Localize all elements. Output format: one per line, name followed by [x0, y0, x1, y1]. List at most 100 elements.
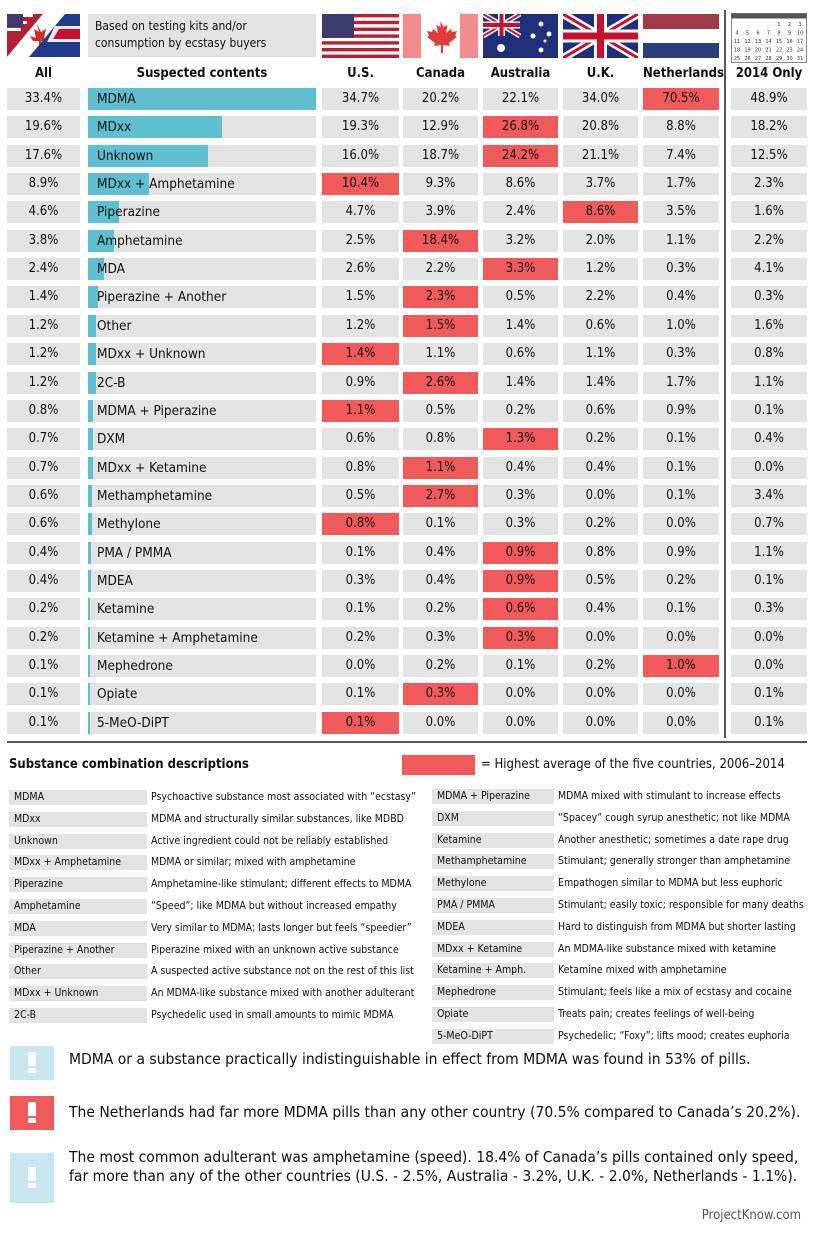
au-value: 3.2% — [483, 229, 558, 252]
substance-cell: Ketamine + Amphetamine — [88, 626, 316, 649]
au-value: 0.0% — [483, 711, 558, 734]
au-value: 0.3% — [483, 513, 558, 536]
substance-cell: Ketamine — [88, 598, 316, 621]
au-value: 0.6% — [483, 343, 558, 366]
description-label: MDxx + Amphetamine — [9, 855, 147, 871]
us-value: 0.1% — [322, 711, 399, 734]
ca-value: 0.0% — [403, 711, 478, 734]
description-text: An MDMA-like substance mixed with anothe… — [151, 987, 415, 1000]
description-text: Stimulant; easily toxic; responsible for… — [558, 899, 804, 911]
calendar-day: 12 — [744, 39, 750, 45]
us-value: 1.1% — [322, 399, 399, 422]
us-value: 19.3% — [322, 116, 399, 139]
share-bar — [88, 541, 91, 564]
all-value: 2.4% — [7, 258, 80, 281]
uk-value: 20.8% — [563, 116, 638, 139]
substance-name: Piperazine — [97, 204, 160, 221]
substance-name: DXM — [97, 431, 126, 448]
calendar-day: 2 — [788, 22, 791, 28]
description-text: Very similar to MDMA; lasts longer but f… — [151, 921, 412, 934]
y2014-value: 12.5% — [731, 144, 807, 167]
calendar-day: 28 — [765, 56, 771, 62]
description-label: Ketamine — [432, 832, 554, 848]
calendar-day: 31 — [797, 56, 803, 62]
ca-value: 9.3% — [403, 173, 478, 196]
substance-cell: DXM — [88, 428, 316, 451]
nl-value: 0.3% — [643, 258, 719, 281]
netherlands-flag-icon — [643, 14, 719, 58]
ca-value: 1.1% — [403, 343, 478, 366]
nl-value: 0.1% — [643, 484, 719, 507]
nl-value: 0.1% — [643, 598, 719, 621]
description-label: Piperazine + Another — [9, 942, 147, 958]
uk-value: 0.2% — [563, 655, 638, 677]
y2014-value: 1.1% — [731, 541, 807, 564]
ca-value: 2.2% — [403, 258, 478, 281]
description-label: Piperazine — [9, 877, 147, 893]
au-value: 1.3% — [483, 428, 558, 451]
au-value: 2.4% — [483, 201, 558, 224]
uk-value: 1.1% — [563, 343, 638, 366]
substance-name: MDMA — [97, 91, 136, 107]
description-label: DXM — [432, 810, 554, 826]
substance-cell: Mephedrone — [88, 655, 316, 677]
substance-cell: MDxx — [88, 116, 316, 139]
all-value: 0.1% — [7, 683, 80, 706]
calendar-day: 9 — [788, 31, 791, 37]
nl-value: 1.7% — [643, 173, 719, 196]
all-value: 0.2% — [7, 598, 80, 621]
share-bar — [88, 229, 114, 252]
all-value: 3.8% — [7, 229, 80, 252]
description-text: Hard to distinguish from MDMA but shorte… — [558, 920, 796, 933]
us-value: 0.1% — [322, 683, 399, 706]
substance-cell: MDxx + Unknown — [88, 343, 316, 366]
combined-flags-icon — [7, 14, 80, 57]
au-value: 0.9% — [483, 541, 558, 564]
description-label: PMA / PMMA — [432, 898, 554, 913]
uk-value: 0.6% — [563, 399, 638, 422]
share-bar — [88, 456, 93, 479]
share-bar — [88, 484, 93, 507]
us-value: 0.8% — [322, 513, 399, 536]
substance-name: MDxx — [97, 119, 132, 136]
us-value: 34.7% — [322, 88, 399, 110]
nl-value: 0.0% — [643, 626, 719, 649]
calendar-day: 24 — [797, 48, 803, 54]
description-text: Psychedelic; “Foxy”; lifts mood; creates… — [558, 1029, 790, 1042]
nl-value: 0.1% — [643, 428, 719, 451]
us-value: 0.5% — [322, 484, 399, 507]
substance-name: Amphetamine — [97, 232, 183, 249]
ca-value: 20.2% — [403, 88, 478, 110]
column-header-netherlands: Netherlands — [643, 66, 724, 81]
description-label: Unknown — [9, 833, 147, 849]
uk-value: 0.6% — [563, 314, 638, 337]
ca-value: 2.6% — [403, 371, 478, 394]
ca-value: 0.4% — [403, 541, 478, 564]
uk-value: 1.2% — [563, 258, 638, 281]
calendar-day: 30 — [786, 56, 792, 62]
uk-value: 0.0% — [563, 683, 638, 706]
us-value: 1.2% — [322, 314, 399, 337]
description-text: Treats pain; creates feelings of well-be… — [558, 1008, 755, 1020]
au-value: 0.5% — [483, 286, 558, 309]
uk-value: 0.5% — [563, 569, 638, 592]
ca-value: 0.8% — [403, 428, 478, 451]
uk-value: 0.4% — [563, 598, 638, 621]
y2014-value: 3.4% — [731, 484, 807, 507]
highlight-legend-text: = Highest average of the five countries,… — [481, 757, 785, 772]
calendar-day: 4 — [735, 31, 738, 37]
description-text: Empathogen similar to MDMA but less euph… — [558, 877, 783, 890]
uk-value: 0.0% — [563, 711, 638, 734]
nl-value: 0.4% — [643, 286, 719, 309]
nl-value: 3.5% — [643, 201, 719, 224]
substance-cell: MDEA — [88, 569, 316, 592]
y2014-value: 0.0% — [731, 456, 807, 479]
substance-cell: 5-MeO-DiPT — [88, 711, 316, 734]
substance-cell: MDA — [88, 258, 316, 281]
footer-credit: ProjectKnow.com — [701, 1208, 801, 1223]
all-value: 1.2% — [7, 343, 80, 366]
description-label: MDxx — [9, 811, 147, 827]
all-value: 1.2% — [7, 314, 80, 337]
description-text: Piperazine mixed with an unknown active … — [151, 943, 399, 956]
